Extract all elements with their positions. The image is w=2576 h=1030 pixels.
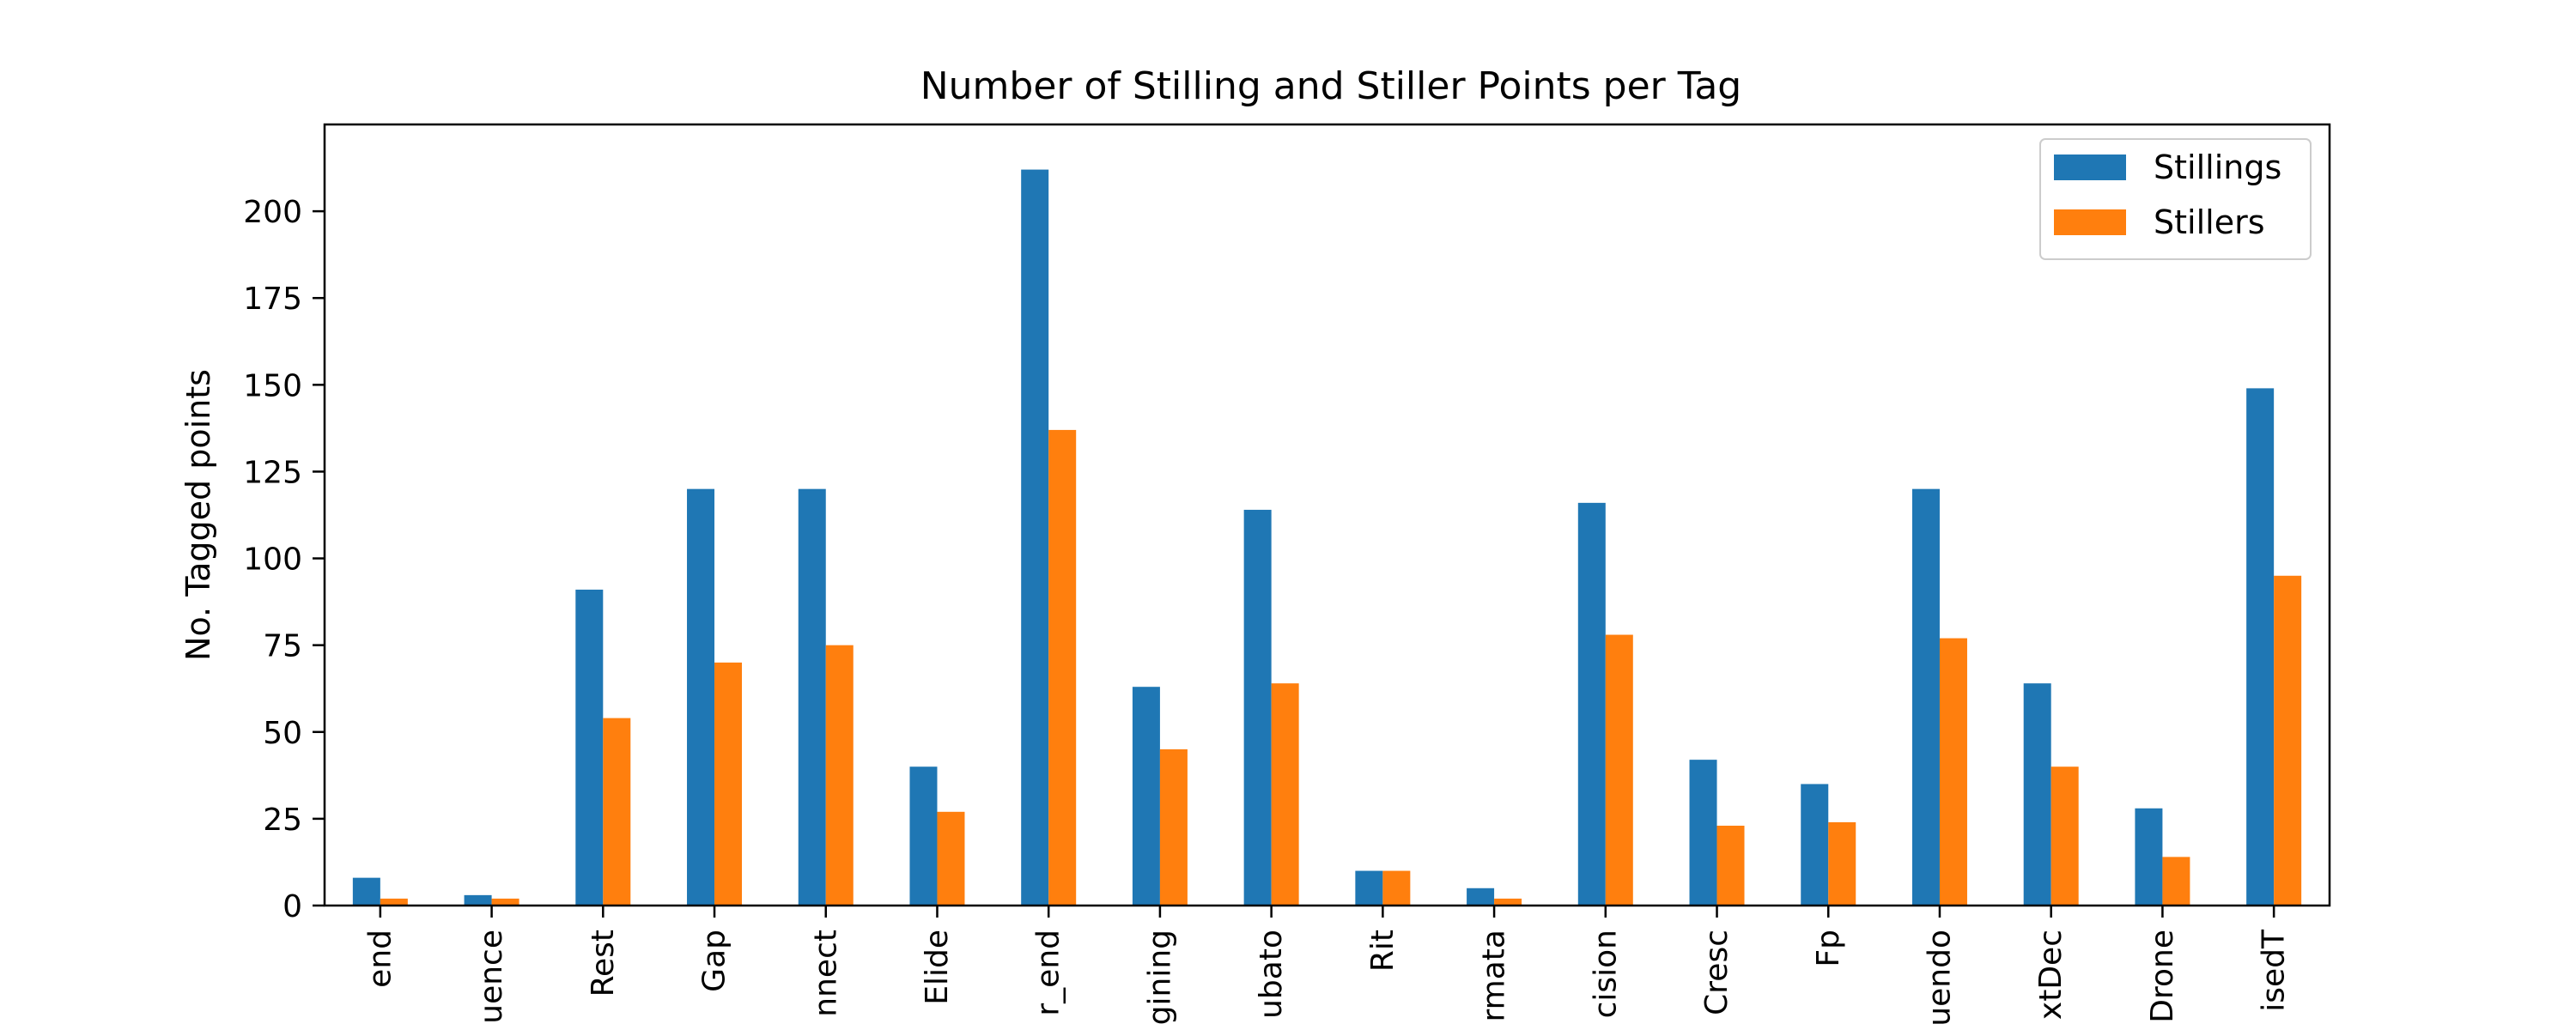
bar-stillings-isedt (2246, 388, 2275, 906)
x-tick-label: Rest (586, 930, 621, 997)
legend: Stillings Stillers (2039, 138, 2312, 260)
bar-stillings-cision (1577, 502, 1606, 906)
y-tick-label: 150 (243, 368, 302, 403)
bar-stillings-uendo (1911, 488, 1940, 906)
plot-area-frame (323, 123, 2331, 907)
x-tick-label: uence (474, 930, 509, 1024)
bar-stillings-ubato (1243, 509, 1272, 906)
bar-stillers-cresc (1716, 825, 1745, 906)
bar-stillers-rest (603, 718, 631, 906)
x-tick-label: Cresc (1699, 930, 1735, 1015)
legend-label-stillings: Stillings (2154, 148, 2281, 186)
bar-stillers-end (380, 898, 408, 906)
bar-stillings-cresc (1689, 760, 1717, 906)
bar-stillings-gap (687, 488, 715, 906)
bar-stillers-rmata (1494, 898, 1522, 906)
x-tick-label: ubato (1254, 930, 1289, 1019)
y-tick-label: 125 (243, 455, 302, 490)
x-tick-label: rmata (1477, 930, 1512, 1021)
bar-stillings-end (352, 877, 380, 906)
x-axis-ticks: end uence Rest Gap nnect Elide r_end gining ubat… (362, 906, 2292, 1027)
x-tick-label: xtDec (2033, 930, 2069, 1020)
bar-stillers-nnect (825, 645, 854, 906)
bar-stillings-gining (1132, 687, 1160, 906)
bar-stillings-rit (1355, 870, 1383, 906)
y-tick-label: 75 (263, 629, 302, 664)
bar-stillings-uence (464, 894, 492, 906)
y-tick-label: 200 (243, 195, 302, 230)
bar-stillings-xtdec (2023, 683, 2051, 906)
bar-stillings-fp (1801, 784, 1829, 906)
x-tick-label: r_end (1031, 930, 1066, 1016)
y-tick-label: 50 (263, 716, 302, 751)
bar-stillers-gap (714, 662, 743, 906)
bar-stillings-drone (2135, 808, 2163, 906)
y-tick-label: 100 (243, 542, 302, 578)
x-tick-label: Rit (1365, 930, 1400, 972)
bar-stillers-elide (937, 811, 965, 906)
x-tick-label: uendo (1922, 930, 1957, 1027)
legend-swatch-stillings (2054, 154, 2126, 180)
bar-stillers-isedt (2274, 575, 2302, 906)
x-tick-label: gining (1142, 930, 1177, 1025)
bar-stillers-ubato (1271, 683, 1299, 906)
x-tick-label: Gap (697, 930, 732, 992)
x-tick-label: isedT (2257, 929, 2292, 1012)
bar-stillings-rmata (1467, 888, 1495, 906)
bar-stillings-r-end (1021, 169, 1049, 906)
y-axis-label: No. Tagged points (179, 369, 217, 661)
bar-stillers-fp (1828, 821, 1856, 906)
bar-stillers-gining (1159, 749, 1188, 906)
y-tick-label: 0 (283, 889, 302, 924)
bar-stillers-uence (491, 898, 519, 906)
x-tick-label: Drone (2145, 930, 2180, 1023)
legend-swatch-stillers (2054, 209, 2126, 235)
legend-label-stillers: Stillers (2154, 203, 2265, 241)
chart-title: Number of Stilling and Stiller Points pe… (920, 64, 1742, 108)
bar-stillings-nnect (798, 488, 826, 906)
x-tick-label: nnect (808, 930, 843, 1017)
y-tick-label: 175 (243, 282, 302, 317)
bar-stillers-cision (1605, 634, 1633, 906)
bar-stillings-elide (909, 766, 938, 906)
y-axis-ticks: 0 25 50 75 100 125 150 175 200 (243, 195, 325, 924)
y-tick-label: 25 (263, 803, 302, 838)
bar-stillers-xtdec (2050, 766, 2079, 906)
bar-stillers-r-end (1048, 429, 1077, 906)
bars-group (352, 169, 2302, 906)
bar-stillers-uendo (1939, 638, 1967, 906)
x-tick-label: Elide (920, 930, 955, 1005)
x-tick-label: end (362, 930, 398, 988)
x-tick-label: cision (1588, 930, 1623, 1018)
bar-stillers-rit (1382, 870, 1411, 906)
bar-stillings-rest (575, 589, 604, 906)
x-tick-label: Fp (1811, 930, 1846, 967)
bar-stillers-drone (2162, 857, 2190, 906)
